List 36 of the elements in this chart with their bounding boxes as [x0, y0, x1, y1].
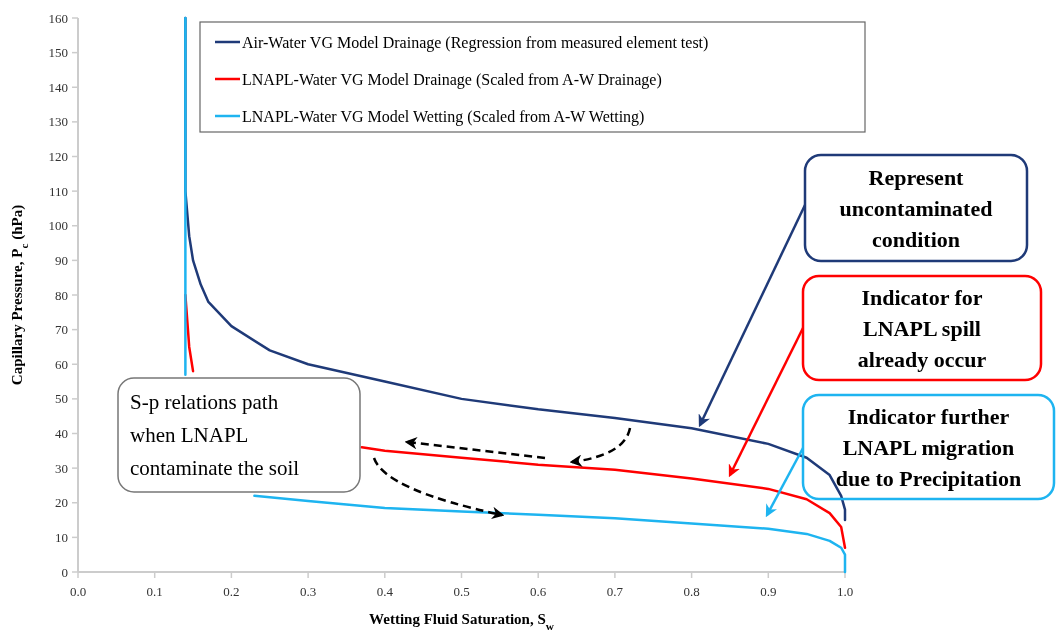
annotation: Indicator further LNAPL migration due to Precipitation: [835, 403, 1022, 491]
y-tick-label: 80: [55, 287, 68, 303]
x-tick-label: 0.6: [530, 584, 547, 599]
y-tick-label: 120: [48, 149, 68, 165]
x-tick-label: 0.7: [606, 584, 624, 599]
y-tick-label: 160: [48, 10, 68, 26]
y-tick-label: 10: [55, 529, 68, 545]
legend-label: LNAPL-Water VG Model Wetting (Scaled from A-W Wetting): [242, 107, 645, 126]
legend-label: LNAPL-Water VG Model Drainage (Scaled from A-W Drainage): [242, 70, 662, 89]
x-tick-label: 0.1: [146, 584, 163, 599]
x-tick-label: 0.0: [69, 584, 87, 599]
x-tick-label: 0.8: [683, 584, 700, 599]
y-tick-label: 70: [55, 322, 68, 338]
annotation: Represent uncontaminated condition: [839, 164, 993, 252]
x-axis-title: Wetting Fluid Saturation, S$_{w}$: [369, 611, 555, 631]
x-tick-label: 1.0: [836, 584, 854, 599]
x-tick-label: 0.5: [453, 584, 470, 599]
y-tick-label: 100: [48, 218, 68, 234]
text: Indicator for LNAPL spill already occur: [857, 284, 987, 372]
x-tick-label: 0.4: [376, 584, 394, 599]
x-tick-label: 0.3: [299, 584, 317, 599]
y-tick-label: 20: [55, 495, 68, 511]
y-tick-label: 30: [55, 460, 68, 476]
y-tick-label: 0: [61, 564, 68, 580]
y-tick-label: 110: [48, 183, 68, 199]
legend-label: Air-Water VG Model Drainage (Regression from measured element test): [242, 33, 709, 52]
y-tick-label: 60: [55, 356, 68, 372]
x-tick-label: 0.9: [760, 584, 777, 599]
y-tick-label: 140: [48, 79, 68, 95]
x-tick-label: 0.2: [223, 584, 240, 599]
y-tick-label: 40: [55, 426, 68, 442]
y-tick-label: 150: [48, 45, 68, 61]
y-tick-label: 90: [55, 252, 68, 268]
y-tick-label: 130: [48, 114, 68, 130]
annotation: S-p relations path when LNAPL contaminate the soil: [130, 390, 300, 481]
y-tick-label: 50: [55, 391, 68, 407]
